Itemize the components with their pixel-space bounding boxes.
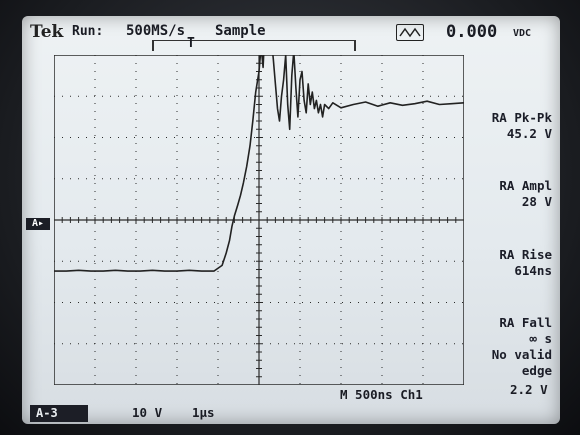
measurement-rise-value: 614ns (514, 263, 552, 278)
ch1-waveform-trace (54, 55, 464, 272)
time-per-div: 1µs (192, 405, 215, 420)
measurement-amplitude-name: RA Ampl (499, 178, 552, 193)
oscilloscope-screen: Tek Run: 500MS/s Sample T 0.000 VDC A▸ R… (22, 16, 560, 424)
measurement-pkpk-value: 45.2 V (506, 126, 552, 141)
measurement-amplitude-value: 28 V (521, 194, 552, 209)
graticule-gridlines (54, 55, 464, 385)
measurement-fall-note-1: No valid (491, 347, 552, 362)
dc-readout-value: 0.000 (446, 22, 498, 42)
measurement-rise-name: RA Rise (499, 247, 552, 262)
measurement-amplitude: RA Ampl 28 V (499, 178, 552, 210)
trigger-level-readout: 2.2 V (510, 382, 548, 397)
run-status-label: Run: (72, 24, 104, 39)
measurement-pkpk: RA Pk-Pk 45.2 V (492, 110, 552, 142)
measurement-pkpk-name: RA Pk-Pk (491, 110, 552, 125)
dc-readout-unit: VDC (513, 28, 532, 39)
ac-coupling-icon (396, 24, 424, 41)
channel-badge: A-3 (30, 405, 88, 422)
measurement-fall: RA Fall ∞ s No valid edge (492, 315, 552, 379)
timebase-readout: M 500ns Ch1 (340, 387, 423, 402)
trigger-position-marker: T (187, 36, 195, 51)
measurement-fall-name: RA Fall (499, 315, 552, 330)
graticule (54, 55, 464, 385)
volts-per-div: 10 V (132, 405, 163, 420)
sample-rate: 500MS/s (126, 23, 186, 39)
record-window-bracket (152, 40, 356, 53)
measurement-fall-note-2: edge (521, 363, 552, 378)
measurement-rise: RA Rise 614ns (499, 247, 552, 279)
measurement-fall-value: ∞ s (529, 331, 552, 346)
channel-ground-marker: A▸ (26, 218, 50, 230)
brand-logo: Tek (30, 22, 64, 42)
acquisition-mode: Sample (215, 23, 266, 39)
